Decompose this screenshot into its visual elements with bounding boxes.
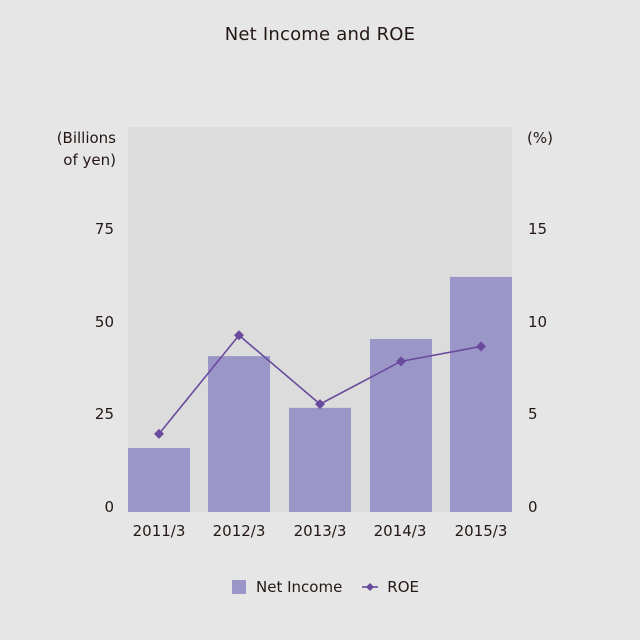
roe-marker	[154, 428, 164, 439]
left-tick-50: 50	[94, 313, 114, 331]
net-income-bar	[370, 339, 432, 512]
net-income-legend-swatch	[232, 580, 246, 594]
right-axis-unit: (%)	[527, 129, 553, 147]
left-axis-unit-line1: (Billions	[56, 129, 116, 147]
left-axis-unit: (Billions of yen)	[40, 127, 116, 171]
right-tick-15: 15	[528, 220, 548, 238]
roe-marker	[476, 341, 486, 352]
right-tick-5: 5	[528, 405, 538, 423]
left-tick-25: 25	[94, 405, 114, 423]
right-tick-10: 10	[528, 313, 548, 331]
left-tick-0: 0	[104, 498, 114, 516]
roe-marker	[396, 356, 406, 367]
roe-legend-marker-icon	[362, 583, 379, 591]
net-income-bars	[128, 276, 512, 512]
x-tick-2011: 2011/3	[132, 522, 186, 540]
legend: Net Income ROE	[232, 578, 419, 596]
roe-marker	[315, 399, 325, 410]
net-income-bar	[289, 407, 351, 512]
net-income-legend-label: Net Income	[256, 578, 343, 596]
roe-marker	[234, 330, 244, 341]
left-axis-unit-line2: of yen)	[63, 151, 116, 169]
x-tick-2014: 2014/3	[373, 522, 427, 540]
left-tick-75: 75	[94, 220, 114, 238]
x-tick-2015: 2015/3	[454, 522, 508, 540]
x-tick-2013: 2013/3	[293, 522, 347, 540]
chart-title: Net Income and ROE	[224, 24, 416, 45]
roe-markers	[154, 330, 486, 439]
net-income-bar	[208, 356, 270, 512]
net-income-bar	[128, 448, 190, 512]
roe-legend-label: ROE	[387, 578, 420, 596]
right-tick-0: 0	[528, 498, 538, 516]
net-income-bar	[450, 276, 512, 512]
x-tick-2012: 2012/3	[212, 522, 266, 540]
